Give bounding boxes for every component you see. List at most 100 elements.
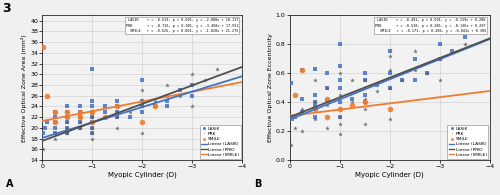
Point [336, 64, 344, 67]
Point [324, 103, 332, 106]
Point [114, 110, 122, 113]
Point [311, 101, 319, 104]
Point [448, 50, 456, 53]
Point [151, 99, 159, 103]
Point [101, 110, 109, 113]
Point [348, 79, 356, 82]
Point [44, 94, 52, 97]
Point [88, 132, 96, 135]
Point [114, 105, 122, 108]
Y-axis label: Effective Optical Zone Eccentricity: Effective Optical Zone Eccentricity [268, 33, 273, 142]
Point [51, 121, 59, 124]
Point [76, 115, 84, 119]
Point [88, 121, 96, 124]
Point [398, 79, 406, 82]
Point [336, 108, 344, 111]
Point [201, 30, 209, 33]
Point [51, 126, 59, 129]
Point [436, 57, 444, 60]
Point [164, 83, 172, 87]
Point [88, 126, 96, 129]
Text: A: A [6, 179, 14, 189]
Point [411, 69, 419, 72]
Point [361, 72, 369, 75]
Point [461, 43, 469, 46]
Point [311, 93, 319, 97]
Point [188, 83, 196, 87]
Text: B: B [254, 179, 261, 189]
Point [64, 121, 72, 124]
Point [288, 118, 296, 121]
Point [151, 105, 159, 108]
Point [424, 72, 432, 75]
Point [386, 118, 394, 121]
Point [398, 79, 406, 82]
Point [324, 99, 332, 102]
Point [336, 43, 344, 46]
Point [114, 115, 122, 119]
Point [214, 67, 222, 70]
Point [101, 115, 109, 119]
Point [287, 115, 295, 118]
Point [461, 35, 469, 39]
Point [64, 126, 72, 129]
Point [88, 126, 96, 129]
Legend: LASIK, PRK, SMILE, Linear (LASIK), Linear (PRK), Linear (SMILE): LASIK, PRK, SMILE, Linear (LASIK), Linea… [447, 125, 488, 159]
Point [361, 93, 369, 97]
Point [114, 110, 122, 113]
Point [138, 110, 146, 113]
Point [188, 105, 196, 108]
Point [361, 108, 369, 111]
Point [386, 72, 394, 75]
Point [88, 67, 96, 70]
Point [188, 73, 196, 76]
Point [138, 99, 146, 103]
Point [311, 101, 319, 104]
Point [411, 79, 419, 82]
Point [374, 89, 382, 92]
Point [324, 127, 332, 130]
Point [298, 111, 306, 114]
Point [40, 132, 48, 135]
Point [336, 72, 344, 75]
Point [88, 110, 96, 113]
X-axis label: Myopic Cylinder (D): Myopic Cylinder (D) [356, 172, 424, 178]
Point [126, 110, 134, 113]
Point [436, 79, 444, 82]
Point [311, 108, 319, 111]
Point [298, 129, 306, 133]
Point [411, 50, 419, 53]
Point [76, 121, 84, 124]
Point [361, 79, 369, 82]
Point [287, 144, 295, 147]
Legend: LASIK, PRK, SMILE, Linear (LASIK), Linear (PRK), Linear (SMILE): LASIK, PRK, SMILE, Linear (LASIK), Linea… [200, 125, 241, 159]
Point [64, 115, 72, 119]
Point [424, 72, 432, 75]
Point [188, 94, 196, 97]
Point [76, 115, 84, 119]
Point [386, 86, 394, 89]
Point [324, 115, 332, 118]
Point [311, 79, 319, 82]
Point [51, 137, 59, 140]
Point [324, 86, 332, 89]
Point [336, 93, 344, 97]
Point [64, 110, 72, 113]
Point [101, 115, 109, 119]
Point [64, 110, 72, 113]
Point [51, 110, 59, 113]
Y-axis label: Effective Optical Zone Area (mm²): Effective Optical Zone Area (mm²) [22, 34, 28, 142]
Text: 3: 3 [2, 2, 11, 15]
Point [88, 115, 96, 119]
Point [348, 101, 356, 104]
Point [348, 98, 356, 101]
Point [436, 43, 444, 46]
Point [138, 105, 146, 108]
Point [311, 115, 319, 118]
Point [76, 110, 84, 113]
Point [411, 57, 419, 60]
Point [291, 115, 299, 118]
Point [88, 137, 96, 140]
Point [76, 126, 84, 129]
Point [336, 122, 344, 125]
